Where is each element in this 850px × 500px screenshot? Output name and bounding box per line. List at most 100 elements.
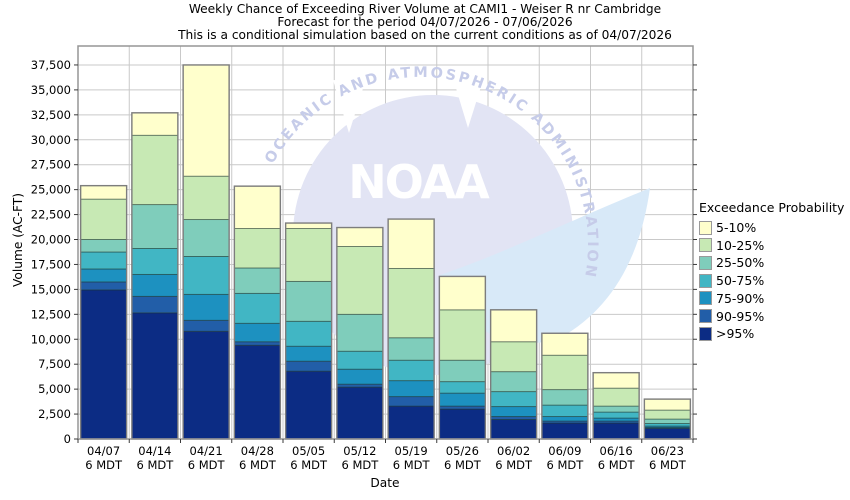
bar-segment [233,228,281,269]
x-tick-time-label: 6 MDT [85,458,123,472]
bar-segment [182,319,230,332]
bar-segment [438,392,486,407]
x-tick-time-label: 6 MDT [649,458,687,472]
legend-swatch [699,220,712,235]
bar-segment [80,268,128,283]
bar-segment [438,359,486,383]
bar-segment [285,345,333,362]
x-tick-time-label: 6 MDT [341,458,379,472]
watermark-notch-right [452,75,484,128]
bar-segment [285,360,333,372]
bar-segment [438,309,486,361]
bar-segment [336,350,384,370]
legend-item: 25-50% [699,255,844,270]
bar-segment [285,320,333,347]
legend: Exceedance Probability 5-10% 10-25% 25-50%… [699,200,844,345]
bar-segment [285,280,333,322]
legend-item-label: 50-75% [716,273,765,289]
bar-segment [387,359,435,382]
bar-segment [80,281,128,291]
legend-item: 5-10% [699,220,844,236]
bar-segment [490,391,538,408]
bar-segment [438,408,486,440]
bar-segment [131,248,179,275]
legend-item: 10-25% [699,237,844,253]
y-tick-label: 17,500 [31,257,71,271]
y-tick-label: 25,000 [31,183,71,197]
bar-segment [387,267,435,339]
x-tick-date-label: 04/14 [138,444,171,458]
watermark-notch-left [333,80,365,133]
x-tick-date-label: 05/12 [343,444,376,458]
y-tick-label: 27,500 [31,158,71,172]
bar-segment [182,256,230,295]
x-tick-date-label: 06/02 [497,444,530,458]
y-tick-label: 5,000 [38,382,71,396]
x-tick-date-label: 05/19 [395,444,428,458]
bar-segment [592,387,640,407]
bar-segment [541,404,589,418]
bar-segment [541,389,589,406]
bar-segment [233,185,281,229]
bar-group [489,309,538,440]
bar-segment [233,341,281,346]
bar-segment [643,418,691,424]
noaa-gull-swoosh [440,188,650,344]
bar-segment [490,406,538,418]
bar-segment [643,398,691,411]
x-tick-time-label: 6 MDT [188,458,226,472]
legend-item: >95% [699,326,844,342]
chart-title-line-2: Forecast for the period 04/07/2026 - 07/… [277,15,573,29]
bar-segment [387,218,435,269]
x-tick-date-label: 05/26 [446,444,479,458]
bar-segment [592,405,640,413]
bar-segment [131,312,179,440]
x-tick-time-label: 6 MDT [598,458,636,472]
x-tick-time-label: 6 MDT [444,458,482,472]
y-tick-label: 32,500 [31,108,71,122]
legend-item-label: 10-25% [716,237,765,253]
bar-segment [182,293,230,321]
bar-segment [131,295,179,314]
y-tick-label: 35,000 [31,83,71,97]
legend-item-label: >95% [716,326,755,342]
bar-segment [80,289,128,440]
bar-segment [541,354,589,391]
bar-group [387,218,435,440]
y-tick-label: 30,000 [31,133,71,147]
bar-segment [80,239,128,253]
bar-segment [233,322,281,343]
legend-item: 75-90% [699,290,844,306]
bar-segment [438,381,486,394]
bar-segment [541,332,589,356]
bar-segment [490,341,538,373]
legend-swatch [699,291,712,306]
bar-segment [438,275,486,311]
x-tick-date-label: 04/07 [87,444,120,458]
bar-segment [541,416,589,422]
bar-segment [285,222,333,229]
bar-segment [490,419,538,440]
legend-item-label: 5-10% [716,220,757,236]
bar-segment [592,422,640,440]
chart-title-line-1: Weekly Chance of Exceeding River Volume … [188,2,662,16]
legend-title: Exceedance Probability [699,200,845,215]
x-tick-time-label: 6 MDT [546,458,584,472]
bar-segment [490,371,538,393]
legend-swatch [699,238,712,253]
bar-segment [80,251,128,270]
noaa-wordmark: NOAA [348,155,490,209]
bar-group [79,184,128,440]
bar-segment [336,227,384,247]
bar-group [131,112,179,440]
bar-segment [592,372,640,389]
bar-segment [592,411,640,419]
legend-swatch [699,326,712,341]
legend-item-label: 75-90% [716,290,765,306]
y-tick-label: 37,500 [31,58,71,72]
y-tick-label: 12,500 [31,307,71,321]
y-tick-label: 20,000 [31,233,71,247]
y-axis-label: Volume (AC-FT) [11,193,25,287]
bar-segment [80,185,128,200]
bar-group [438,275,487,440]
